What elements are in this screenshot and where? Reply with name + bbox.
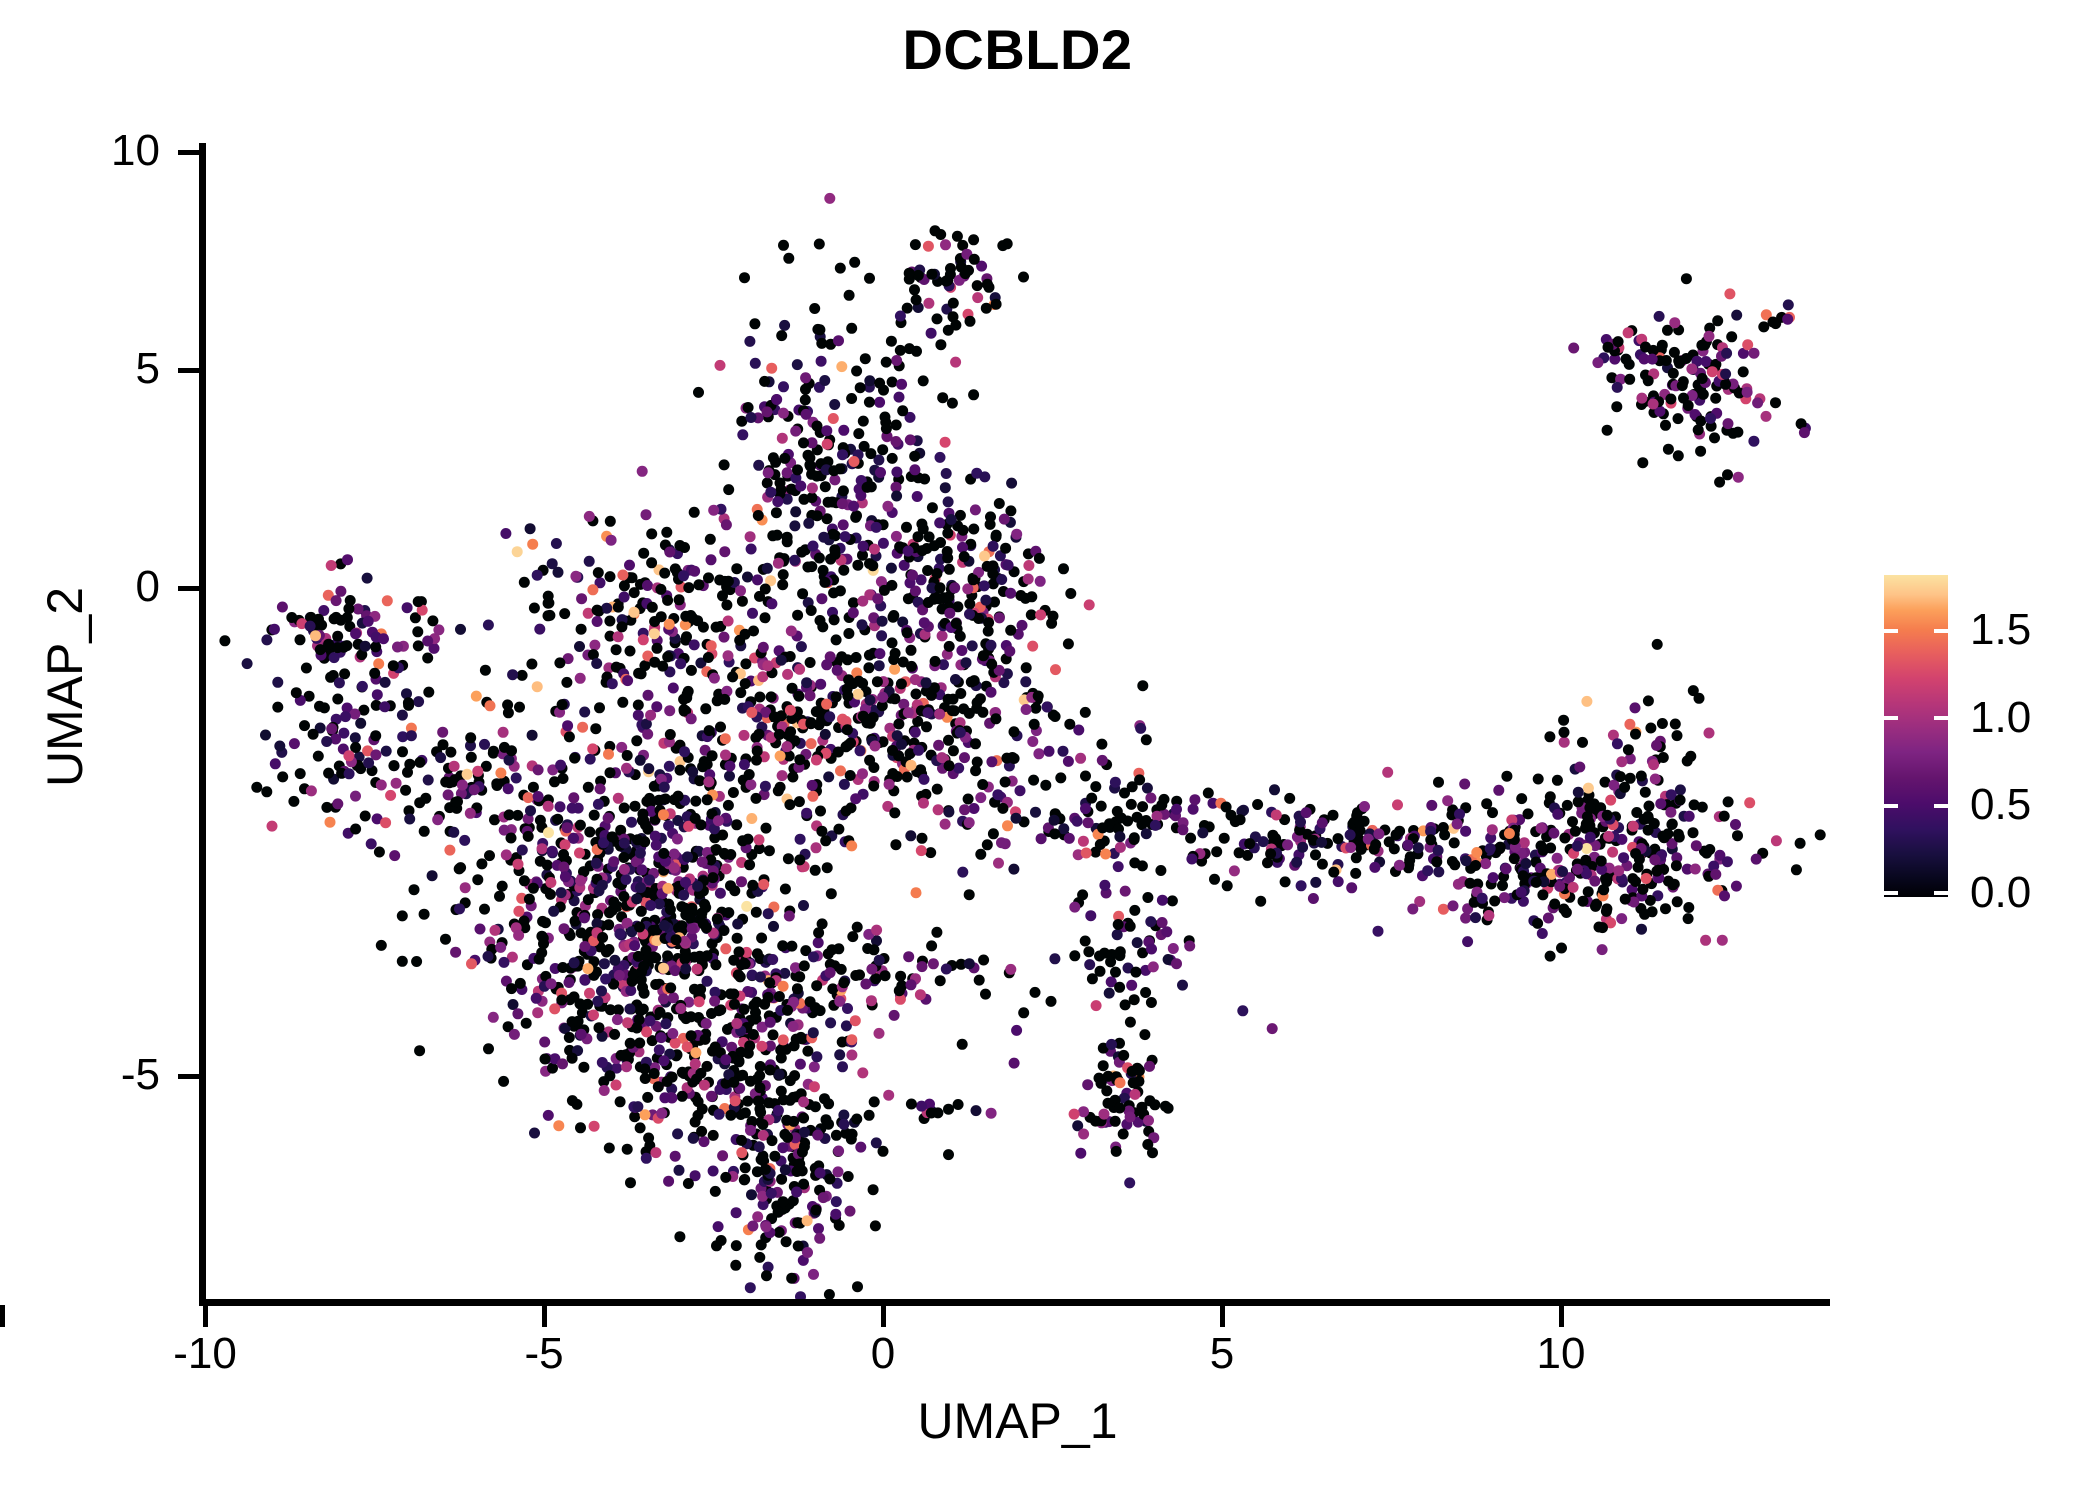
y-axis-tick--5	[178, 1074, 200, 1079]
colorbar-tick-0.0-left	[1884, 891, 1898, 895]
y-axis-ticklabel-10: 10	[111, 126, 160, 175]
colorbar-tick-1.5-right	[1934, 629, 1948, 633]
scatter-points-layer	[219, 192, 1826, 1302]
y-axis-ticklabel-0: 0	[135, 562, 160, 611]
y-axis-line	[199, 143, 206, 1306]
y-axis-ticklabel-5: 5	[135, 344, 160, 393]
page-title: DCBLD2	[902, 18, 1133, 81]
x-axis-tick-10	[1559, 1305, 1564, 1327]
colorbar-tick-0.5-right	[1934, 804, 1948, 808]
colorbar-ticklabel-1.0: 1.0	[1970, 693, 2032, 742]
colorbar-legend: 1.5 1.0 0.5 0.0	[1884, 575, 2084, 915]
x-axis-ticklabel-10: 10	[1536, 1329, 1586, 1378]
x-axis-title: UMAP_1	[917, 1393, 1118, 1449]
y-axis-ticklabel--5: -5	[120, 1050, 160, 1099]
x-axis-tick--5	[0, 1305, 5, 1327]
x-axis-ticklabel--5: -5	[524, 1329, 564, 1378]
plot-panel	[205, 143, 1830, 1302]
x-axis-ticklabel--10: -10	[173, 1329, 237, 1378]
x-axis-ticklabel-0: 0	[870, 1329, 896, 1378]
y-axis-tick-10	[178, 150, 200, 155]
x-axis-tick-5	[1220, 1305, 1225, 1327]
x-axis-line	[199, 1299, 1830, 1306]
x-axis-tick--5b	[542, 1305, 547, 1327]
colorbar-tick-1.0-right	[1934, 716, 1948, 720]
x-axis-tick-0	[881, 1305, 886, 1327]
colorbar-ticklabel-0.5: 0.5	[1970, 780, 2032, 829]
colorbar-gradient	[1884, 575, 1948, 897]
colorbar-tick-0.0-right	[1934, 891, 1948, 895]
colorbar-tick-1.0-left	[1884, 716, 1898, 720]
y-axis-title: UMAP_2	[37, 586, 93, 788]
colorbar-tick-1.5-left	[1884, 629, 1898, 633]
x-axis-tick--10	[203, 1305, 208, 1327]
y-axis-tick-5	[178, 368, 200, 373]
x-axis-ticklabel-5: 5	[1209, 1329, 1235, 1378]
y-axis-tick-0	[178, 586, 200, 591]
colorbar-ticklabel-1.5: 1.5	[1970, 605, 2032, 654]
colorbar-tick-0.5-left	[1884, 804, 1898, 808]
colorbar-ticklabel-0.0: 0.0	[1970, 868, 2032, 917]
